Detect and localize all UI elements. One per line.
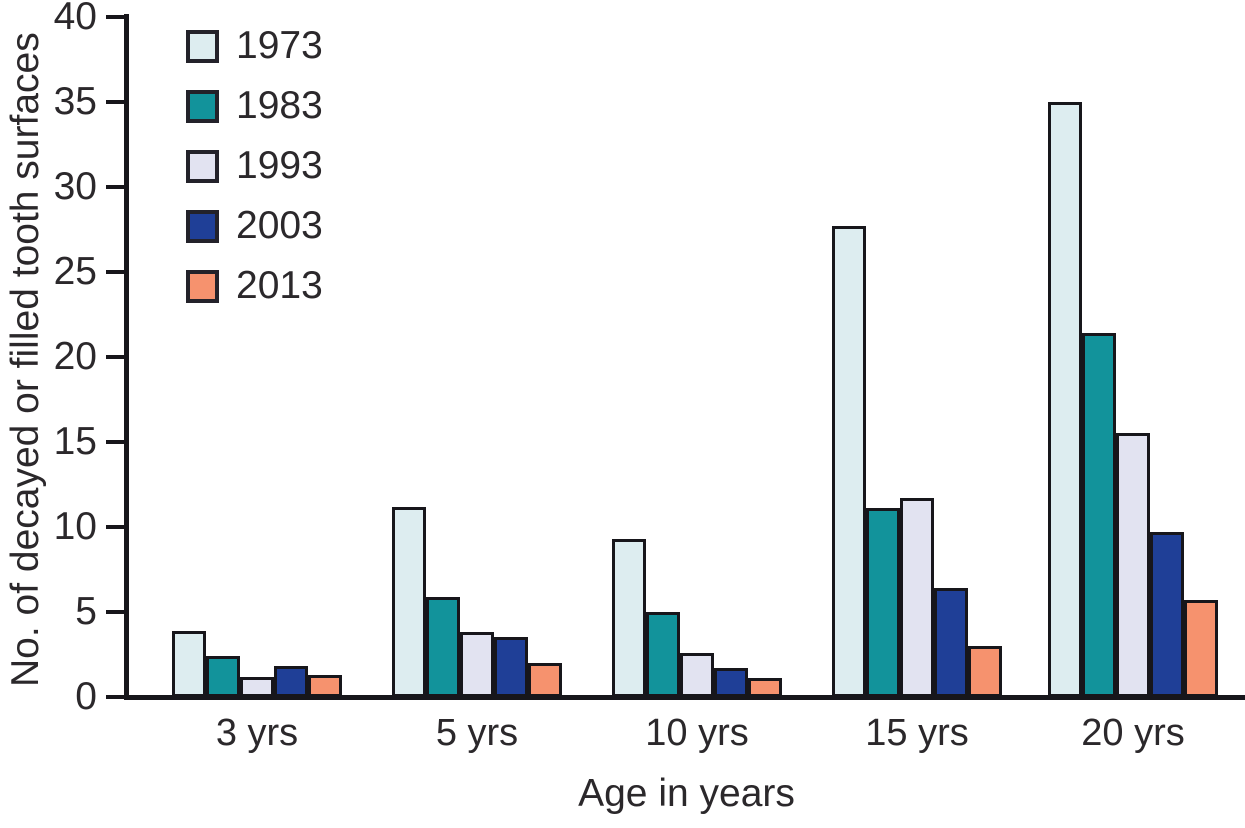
x-category-label: 20 yrs — [1081, 712, 1185, 754]
bar-2003-5yrs — [494, 637, 528, 697]
legend-swatch-1993 — [186, 149, 219, 183]
bar-2013-3yrs — [308, 675, 342, 697]
bar-1983-15yrs — [866, 508, 900, 697]
y-tick-mark — [106, 100, 126, 104]
legend-swatch-1983 — [186, 89, 219, 123]
y-tick-label: 40 — [53, 0, 97, 38]
bar-2013-15yrs — [968, 646, 1002, 697]
bar-1983-5yrs — [426, 597, 460, 697]
x-axis-title: Age in years — [578, 772, 795, 815]
y-tick-mark — [106, 355, 126, 359]
bar-1973-3yrs — [172, 631, 206, 697]
x-category-label: 15 yrs — [865, 712, 969, 754]
y-tick-mark — [106, 440, 126, 444]
legend-item-2013: 2013 — [186, 266, 323, 306]
bar-1993-15yrs — [900, 498, 934, 697]
y-tick-label: 0 — [75, 675, 97, 718]
bar-1983-10yrs — [646, 612, 680, 697]
y-tick-mark — [106, 270, 126, 274]
y-tick-label: 5 — [75, 590, 97, 633]
legend-swatch-1973 — [186, 29, 219, 63]
y-axis-line — [124, 14, 129, 700]
bar-2003-20yrs — [1150, 532, 1184, 697]
y-tick-mark — [106, 695, 126, 699]
bar-1973-20yrs — [1048, 102, 1082, 697]
bar-2013-5yrs — [528, 663, 562, 697]
legend-swatch-2013 — [186, 269, 219, 303]
bar-2013-10yrs — [748, 678, 782, 697]
y-tick-mark — [106, 185, 126, 189]
x-category-label: 3 yrs — [215, 712, 299, 754]
bar-2003-3yrs — [274, 666, 308, 697]
bar-1973-15yrs — [832, 226, 866, 697]
legend-label: 1973 — [236, 24, 323, 67]
bar-2013-20yrs — [1184, 600, 1218, 697]
bar-1993-20yrs — [1116, 433, 1150, 697]
y-tick-label: 30 — [53, 165, 97, 208]
bar-1993-5yrs — [460, 632, 494, 697]
bar-1983-20yrs — [1082, 333, 1116, 697]
legend-item-1993: 1993 — [186, 146, 323, 186]
bar-1983-3yrs — [206, 656, 240, 697]
legend-item-1983: 1983 — [186, 86, 323, 126]
bar-2003-15yrs — [934, 588, 968, 697]
x-axis-line — [124, 695, 1245, 700]
y-tick-label: 25 — [53, 250, 97, 293]
y-tick-mark — [106, 15, 126, 19]
legend-item-2003: 2003 — [186, 206, 323, 246]
bar-1993-3yrs — [240, 677, 274, 697]
y-tick-label: 35 — [53, 80, 97, 123]
legend-swatch-2003 — [186, 209, 219, 243]
legend-label: 1993 — [236, 144, 323, 187]
bar-1973-5yrs — [392, 507, 426, 697]
x-category-label: 5 yrs — [435, 712, 519, 754]
legend-label: 1983 — [236, 84, 323, 127]
y-tick-mark — [106, 610, 126, 614]
y-tick-label: 10 — [53, 505, 97, 548]
legend-item-1973: 1973 — [186, 26, 323, 66]
bar-1973-10yrs — [612, 539, 646, 697]
y-tick-mark — [106, 525, 126, 529]
bar-2003-10yrs — [714, 668, 748, 697]
bar-1993-10yrs — [680, 653, 714, 697]
x-category-label: 10 yrs — [645, 712, 749, 754]
y-tick-label: 15 — [53, 420, 97, 463]
y-tick-label: 20 — [53, 335, 97, 378]
legend-label: 2013 — [236, 264, 323, 307]
legend-label: 2003 — [236, 204, 323, 247]
